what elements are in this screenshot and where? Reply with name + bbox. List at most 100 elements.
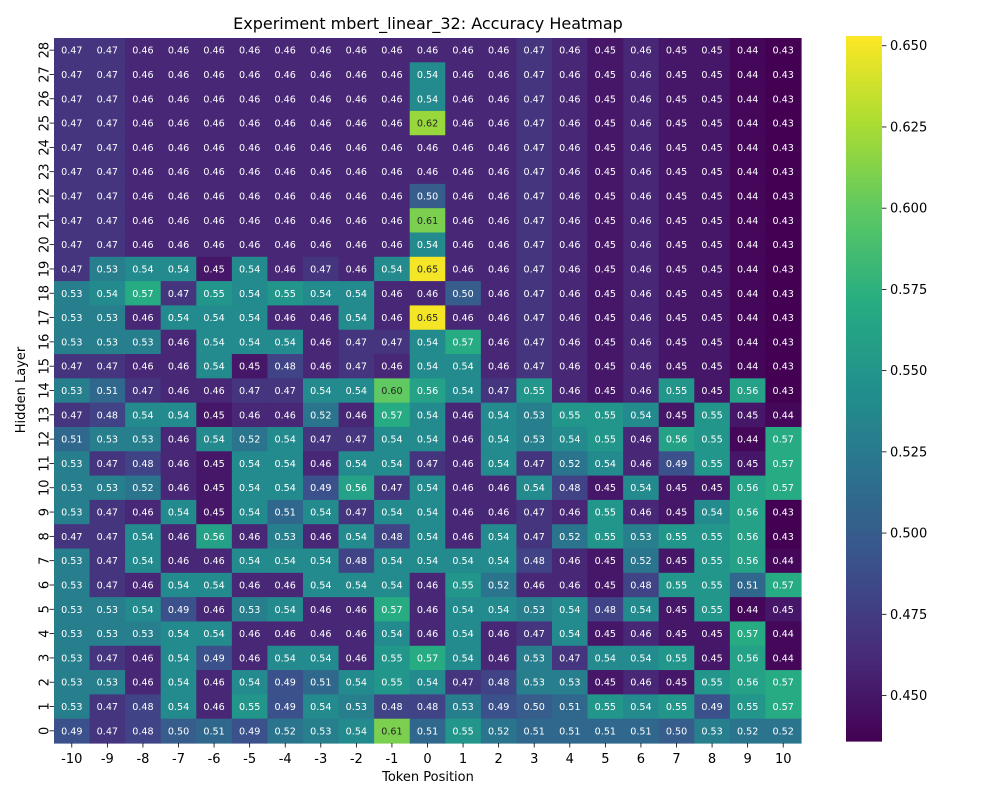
cell-value-label: 0.46	[310, 46, 331, 57]
cell-value-label: 0.54	[346, 386, 367, 397]
heatmap-cell	[587, 670, 624, 695]
heatmap-cell	[729, 621, 767, 647]
cell-value-label: 0.46	[346, 143, 367, 154]
colorbar-segment	[846, 438, 882, 445]
heatmap-cell	[445, 499, 482, 525]
colorbar-segment	[846, 670, 882, 677]
cell-value-label: 0.54	[381, 435, 402, 446]
colorbar-segment	[846, 282, 882, 289]
colorbar-segment	[846, 106, 882, 113]
x-tick-label: -5	[243, 752, 256, 767]
colorbar-segment	[846, 594, 882, 601]
heatmap-cell	[125, 572, 162, 598]
colorbar-segment	[846, 373, 882, 380]
cell-value-label: 0.46	[630, 362, 651, 373]
heatmap-cell	[694, 354, 731, 379]
heatmap-cell	[160, 256, 197, 282]
heatmap-cell	[658, 402, 695, 428]
cell-value-label: 0.52	[773, 726, 794, 737]
cell-value-label: 0.46	[346, 653, 367, 664]
cell-value-label: 0.54	[132, 410, 153, 421]
cell-value-label: 0.45	[701, 240, 722, 251]
cell-value-label: 0.56	[346, 483, 367, 494]
heatmap-cell	[480, 208, 518, 234]
heatmap-cell	[480, 475, 518, 501]
cell-value-label: 0.47	[61, 240, 82, 251]
heatmap-cell	[374, 426, 411, 452]
cell-value-label: 0.46	[630, 46, 651, 57]
colorbar-segment	[846, 323, 882, 329]
heatmap-cell	[374, 62, 411, 88]
cell-value-label: 0.46	[630, 435, 651, 446]
cell-value-label: 0.53	[559, 678, 580, 689]
cell-value-label: 0.46	[381, 216, 402, 227]
cell-value-label: 0.49	[275, 702, 296, 713]
x-tick-label: 2	[495, 752, 503, 767]
heatmap-cell	[765, 329, 802, 355]
colorbar-segment	[846, 141, 882, 148]
heatmap-cell	[694, 305, 731, 331]
colorbar-segment	[846, 569, 882, 576]
cell-value-label: 0.47	[524, 143, 545, 154]
cell-value-label: 0.56	[666, 435, 687, 446]
heatmap-cell	[587, 62, 624, 88]
heatmap-cell	[765, 38, 802, 63]
heatmap-cell	[658, 329, 695, 355]
heatmap-cell	[196, 110, 233, 136]
cell-value-label: 0.45	[701, 313, 722, 324]
y-tick-label: 7	[38, 557, 53, 565]
cell-value-label: 0.54	[417, 532, 438, 543]
cell-value-label: 0.46	[381, 167, 402, 178]
heatmap-cell	[765, 548, 802, 574]
x-axis: -10 -9 -8 -7 -6 -5 -4 -3 -2 -1 0 1 2 3 4 5 6 7 8 9 10	[61, 743, 791, 767]
cell-value-label: 0.46	[559, 289, 580, 300]
cell-value-label: 0.54	[168, 410, 189, 421]
heatmap-cell	[765, 208, 802, 234]
cell-value-label: 0.55	[666, 580, 687, 591]
cell-value-label: 0.46	[275, 167, 296, 178]
y-tick-label: 8	[38, 532, 53, 540]
x-tick-label: 8	[708, 752, 716, 767]
heatmap-cell	[267, 38, 304, 63]
heatmap-cell	[765, 426, 802, 452]
heatmap-cell	[480, 281, 518, 307]
cell-value-label: 0.47	[417, 459, 438, 470]
cell-value-label: 0.46	[630, 678, 651, 689]
colorbar-segment	[846, 705, 882, 712]
cell-value-label: 0.46	[239, 216, 260, 227]
cell-value-label: 0.47	[132, 386, 153, 397]
y-tick-label: 16	[38, 334, 53, 351]
heatmap-cell	[623, 183, 660, 209]
heatmap-cell	[125, 305, 162, 331]
cell-value-label: 0.54	[168, 653, 189, 664]
heatmap-cell	[409, 86, 446, 112]
cell-value-label: 0.50	[666, 726, 687, 737]
cell-value-label: 0.53	[97, 629, 118, 640]
cell-value-label: 0.53	[97, 678, 118, 689]
cell-value-label: 0.54	[275, 605, 296, 616]
heatmap-cell	[516, 183, 553, 209]
cell-value-label: 0.46	[310, 70, 331, 81]
cell-value-label: 0.54	[417, 410, 438, 421]
cell-value-label: 0.47	[61, 167, 82, 178]
heatmap-cell	[694, 499, 731, 525]
cell-value-label: 0.55	[701, 532, 722, 543]
colorbar-segment	[846, 448, 882, 455]
y-tick-label: 20	[38, 236, 53, 253]
cell-value-label: 0.57	[381, 605, 402, 616]
heatmap-cell	[552, 524, 589, 550]
heatmap-cell	[125, 670, 162, 695]
heatmap-cell	[231, 329, 269, 355]
heatmap-cell	[587, 208, 624, 234]
heatmap-cell	[587, 110, 624, 136]
cell-value-label: 0.45	[701, 653, 722, 664]
colorbar-segment	[846, 610, 882, 616]
cell-value-label: 0.54	[452, 386, 473, 397]
heatmap-cell	[694, 402, 731, 428]
heatmap-cell	[729, 329, 767, 355]
heatmap-cell	[765, 402, 802, 428]
cell-value-label: 0.46	[310, 216, 331, 227]
cell-value-label: 0.54	[381, 264, 402, 275]
cell-value-label: 0.45	[701, 629, 722, 640]
